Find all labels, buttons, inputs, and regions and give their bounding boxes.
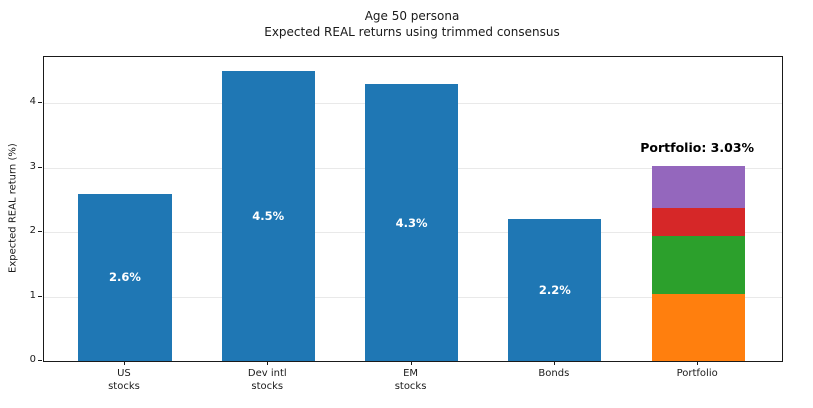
y-tick-label-1: 1 (29, 289, 36, 301)
y-tick-label-4: 4 (29, 96, 36, 108)
y-tick-label-0: 0 (29, 354, 36, 365)
x-tick-label-us-stocks: US stocks (64, 367, 184, 393)
bar-value-label-dev-intl-stocks: 4.5% (252, 209, 285, 224)
y-tick-label-3: 3 (29, 160, 36, 172)
x-tick-label-bonds: Bonds (494, 367, 614, 380)
bar-value-label-em-stocks: 4.3% (395, 215, 428, 230)
stacked-segment-dev-intl-stocks-contribution (651, 236, 745, 294)
stacked-segment-em-stocks-contribution (651, 208, 745, 237)
plot-area: 2.6% 4.5% 4.3% 2.2% (43, 56, 783, 362)
x-tick-mark-portfolio (697, 361, 699, 365)
chart-title-line2: Expected REAL returns using trimmed cons… (264, 25, 560, 39)
stacked-segment-us-stocks-contribution (651, 294, 745, 361)
bar-value-label-us-stocks: 2.6% (109, 270, 141, 285)
bar-dev-intl-stocks (221, 71, 315, 361)
x-tick-label-line: Portfolio (676, 368, 718, 379)
y-tick-mark-4 (38, 102, 42, 104)
stacked-segment-bonds-contribution (651, 165, 745, 209)
x-tick-label-line: Dev intl (247, 368, 287, 379)
x-tick-label-dev-intl-stocks: Dev intl stocks (207, 367, 327, 393)
chart-title-line1: Age 50 persona (364, 9, 460, 23)
x-tick-label-line: Bonds (538, 368, 570, 379)
x-tick-label-em-stocks: EM stocks (351, 367, 471, 393)
y-tick-mark-3 (38, 166, 42, 168)
x-tick-label-line: stocks (108, 381, 140, 392)
portfolio-annotation: Portfolio: 3.03% (640, 139, 755, 155)
y-tick-label-2: 2 (29, 225, 36, 237)
x-tick-mark-us-stocks (123, 361, 125, 365)
x-tick-label-line: US (117, 368, 131, 379)
bar-value-label-bonds: 2.2% (538, 283, 571, 298)
y-tick-mark-2 (38, 231, 42, 233)
x-tick-mark-bonds (553, 361, 555, 365)
x-tick-label-portfolio: Portfolio (637, 367, 757, 380)
x-tick-label-line: stocks (251, 381, 284, 392)
x-tick-label-line: stocks (394, 381, 427, 392)
x-tick-mark-em-stocks (410, 361, 412, 365)
y-tick-mark-0 (38, 360, 42, 361)
bar-bonds (508, 219, 602, 361)
bar-us-stocks (78, 193, 172, 361)
x-tick-label-line: EM (403, 368, 419, 379)
y-tick-mark-1 (38, 295, 42, 297)
chart-title: Age 50 persona Expected REAL returns usi… (43, 8, 781, 40)
bar-em-stocks (364, 84, 459, 361)
x-tick-mark-dev-intl-stocks (267, 361, 269, 365)
